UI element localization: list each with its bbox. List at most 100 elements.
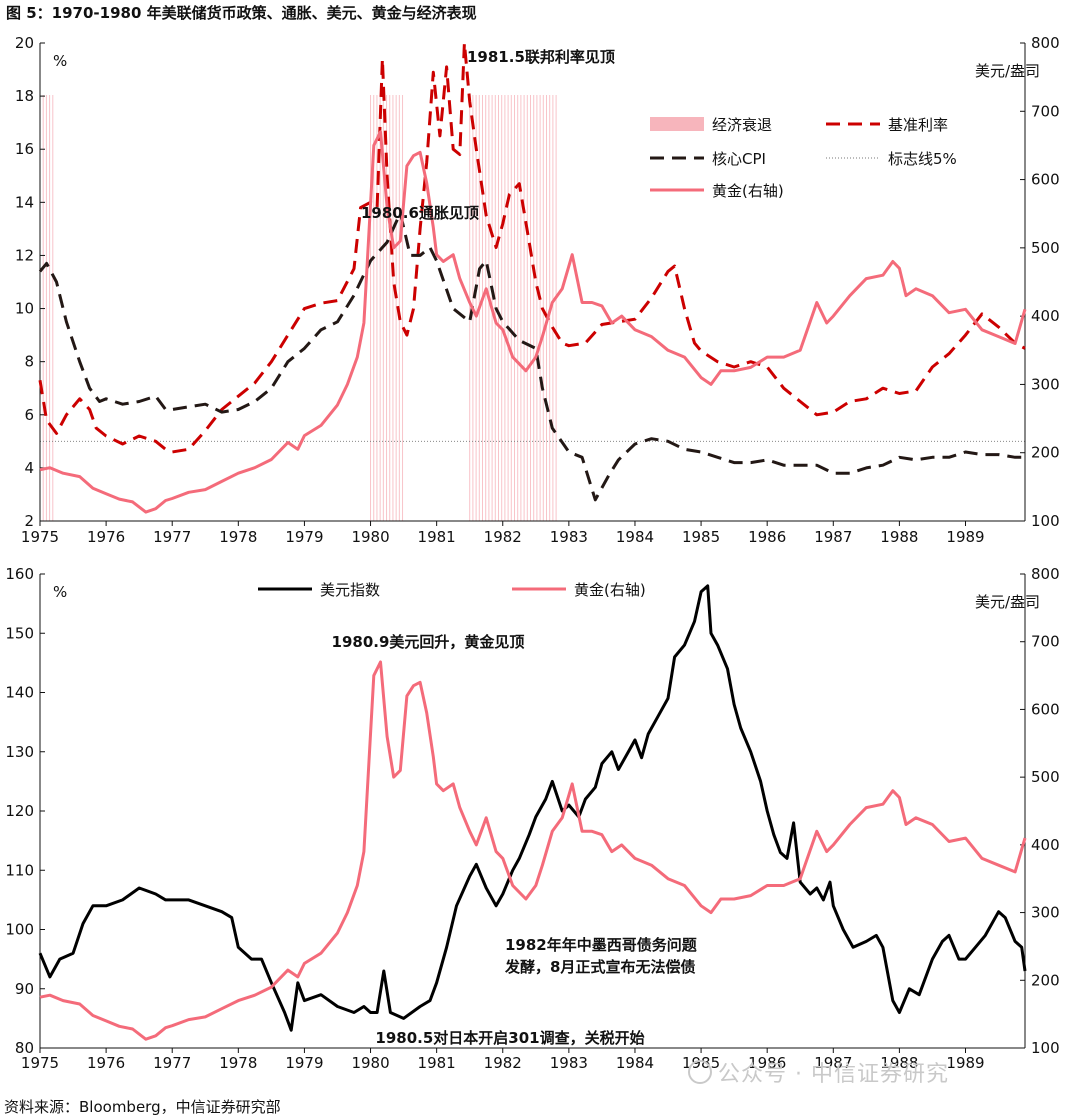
x-tick-label: 1979 [285,1054,323,1072]
left-tick-label: 20 [15,34,34,52]
annotation-text: 发酵，8月正式宣布无法偿债 [504,958,695,976]
legend-item-recession: 经济衰退 [650,116,772,134]
right-tick-label: 700 [1031,102,1060,120]
legend-item-fed_rate: 基准利率 [826,116,948,134]
left-tick-label: 150 [5,624,34,642]
x-tick-label: 1984 [616,1054,654,1072]
left-tick-label: 18 [15,87,34,105]
x-tick-label: 1980 [351,1054,389,1072]
left-tick-label: 8 [24,353,34,371]
left-tick-label: 12 [15,246,34,264]
left-axis-unit-label: % [53,583,67,601]
left-tick-label: 16 [15,140,34,158]
left-tick-label: 80 [15,1039,34,1057]
x-tick-label: 1979 [285,528,323,546]
legend-label: 美元指数 [320,581,380,599]
legend-label: 黄金(右轴) [712,182,784,200]
left-tick-label: 110 [5,861,34,879]
series-line-gold [39,130,1027,514]
annotation-text: 1982年年中墨西哥债务问题 [505,936,698,954]
wechat-logo-icon [688,1060,712,1084]
legend-label: 核心CPI [712,150,766,168]
right-tick-label: 100 [1031,512,1060,530]
left-tick-label: 6 [24,406,34,424]
right-tick-label: 800 [1031,565,1060,583]
right-tick-label: 100 [1031,1039,1060,1057]
x-tick-label: 1980 [351,528,389,546]
annotation-text: 1980.9美元回升，黄金见顶 [332,633,525,651]
left-tick-label: 14 [15,193,34,211]
left-tick-label: 2 [24,512,34,530]
legend-item-core_cpi: 核心CPI [650,150,766,168]
annotation-text: 1980.5对日本开启301调查，关税开始 [375,1029,644,1047]
left-tick-label: 160 [5,565,34,583]
series-line-core_cpi [38,211,1025,502]
legend-item-gold: 黄金(右轴) [650,182,784,200]
x-tick-label: 1987 [814,528,852,546]
x-tick-label: 1975 [21,1054,59,1072]
legend-item-dxy: 美元指数 [258,581,380,599]
right-tick-label: 300 [1031,904,1060,922]
legend-item-ref_line: 标志线5% [826,150,957,168]
recession-band [39,95,54,521]
x-tick-label: 1978 [219,1054,257,1072]
left-tick-label: 90 [15,980,34,998]
x-tick-label: 1975 [21,528,59,546]
left-tick-label: 10 [15,300,34,318]
left-tick-label: 120 [5,802,34,820]
right-tick-label: 700 [1031,633,1060,651]
x-tick-label: 1989 [946,528,984,546]
series-line-gold [39,660,1027,1041]
x-tick-label: 1976 [87,528,125,546]
watermark: 公众号 · 中信证券研究 [688,1056,949,1088]
right-tick-label: 200 [1031,971,1060,989]
x-tick-label: 1986 [748,528,786,546]
x-tick-label: 1982 [484,528,522,546]
legend-label: 经济衰退 [712,116,772,134]
x-tick-label: 1987 [814,1054,852,1072]
figure-title: 图 5：1970-1980 年美联储货币政策、通胀、美元、黄金与经济表现 [6,4,477,22]
source-note: 资料来源：Bloomberg，中信证券研究部 [4,1098,281,1116]
x-tick-label: 1978 [219,528,257,546]
right-tick-label: 200 [1031,444,1060,462]
legend-label: 标志线5% [888,150,957,168]
recession-band [370,95,404,521]
right-tick-label: 800 [1031,34,1060,52]
x-tick-label: 1976 [87,1054,125,1072]
left-axis-unit-label: % [53,52,67,70]
x-tick-label: 1988 [880,528,918,546]
x-tick-label: 1988 [880,1054,918,1072]
x-tick-label: 1977 [153,1054,191,1072]
annotation-text: 1981.5联邦利率见顶 [467,48,615,66]
x-tick-label: 1989 [946,1054,984,1072]
legend-label: 基准利率 [888,116,948,134]
legend-item-gold: 黄金(右轴) [512,581,646,599]
right-tick-label: 400 [1031,836,1060,854]
right-tick-label: 500 [1031,768,1060,786]
right-tick-label: 500 [1031,239,1060,257]
legend-swatch [650,117,704,131]
x-tick-label: 1982 [484,1054,522,1072]
x-tick-label: 1981 [418,528,456,546]
series-line-fed_rate [38,41,1026,454]
right-axis-unit-label: 美元/盎司 [975,62,1040,80]
right-tick-label: 600 [1031,700,1060,718]
legend-label: 黄金(右轴) [574,581,646,599]
left-tick-label: 100 [5,921,34,939]
x-tick-label: 1984 [616,528,654,546]
x-tick-label: 1977 [153,528,191,546]
x-tick-label: 1981 [418,1054,456,1072]
right-tick-label: 400 [1031,307,1060,325]
watermark-text: 公众号 · 中信证券研究 [718,1062,949,1087]
annotation-text: 1980.6通胀见顶 [361,204,479,222]
recession-band [469,95,557,521]
right-tick-label: 300 [1031,375,1060,393]
series-line-dxy [38,584,1027,1032]
x-tick-label: 1985 [682,528,720,546]
right-axis-unit-label: 美元/盎司 [975,593,1040,611]
left-tick-label: 140 [5,684,34,702]
x-tick-label: 1986 [748,1054,786,1072]
left-tick-label: 130 [5,743,34,761]
